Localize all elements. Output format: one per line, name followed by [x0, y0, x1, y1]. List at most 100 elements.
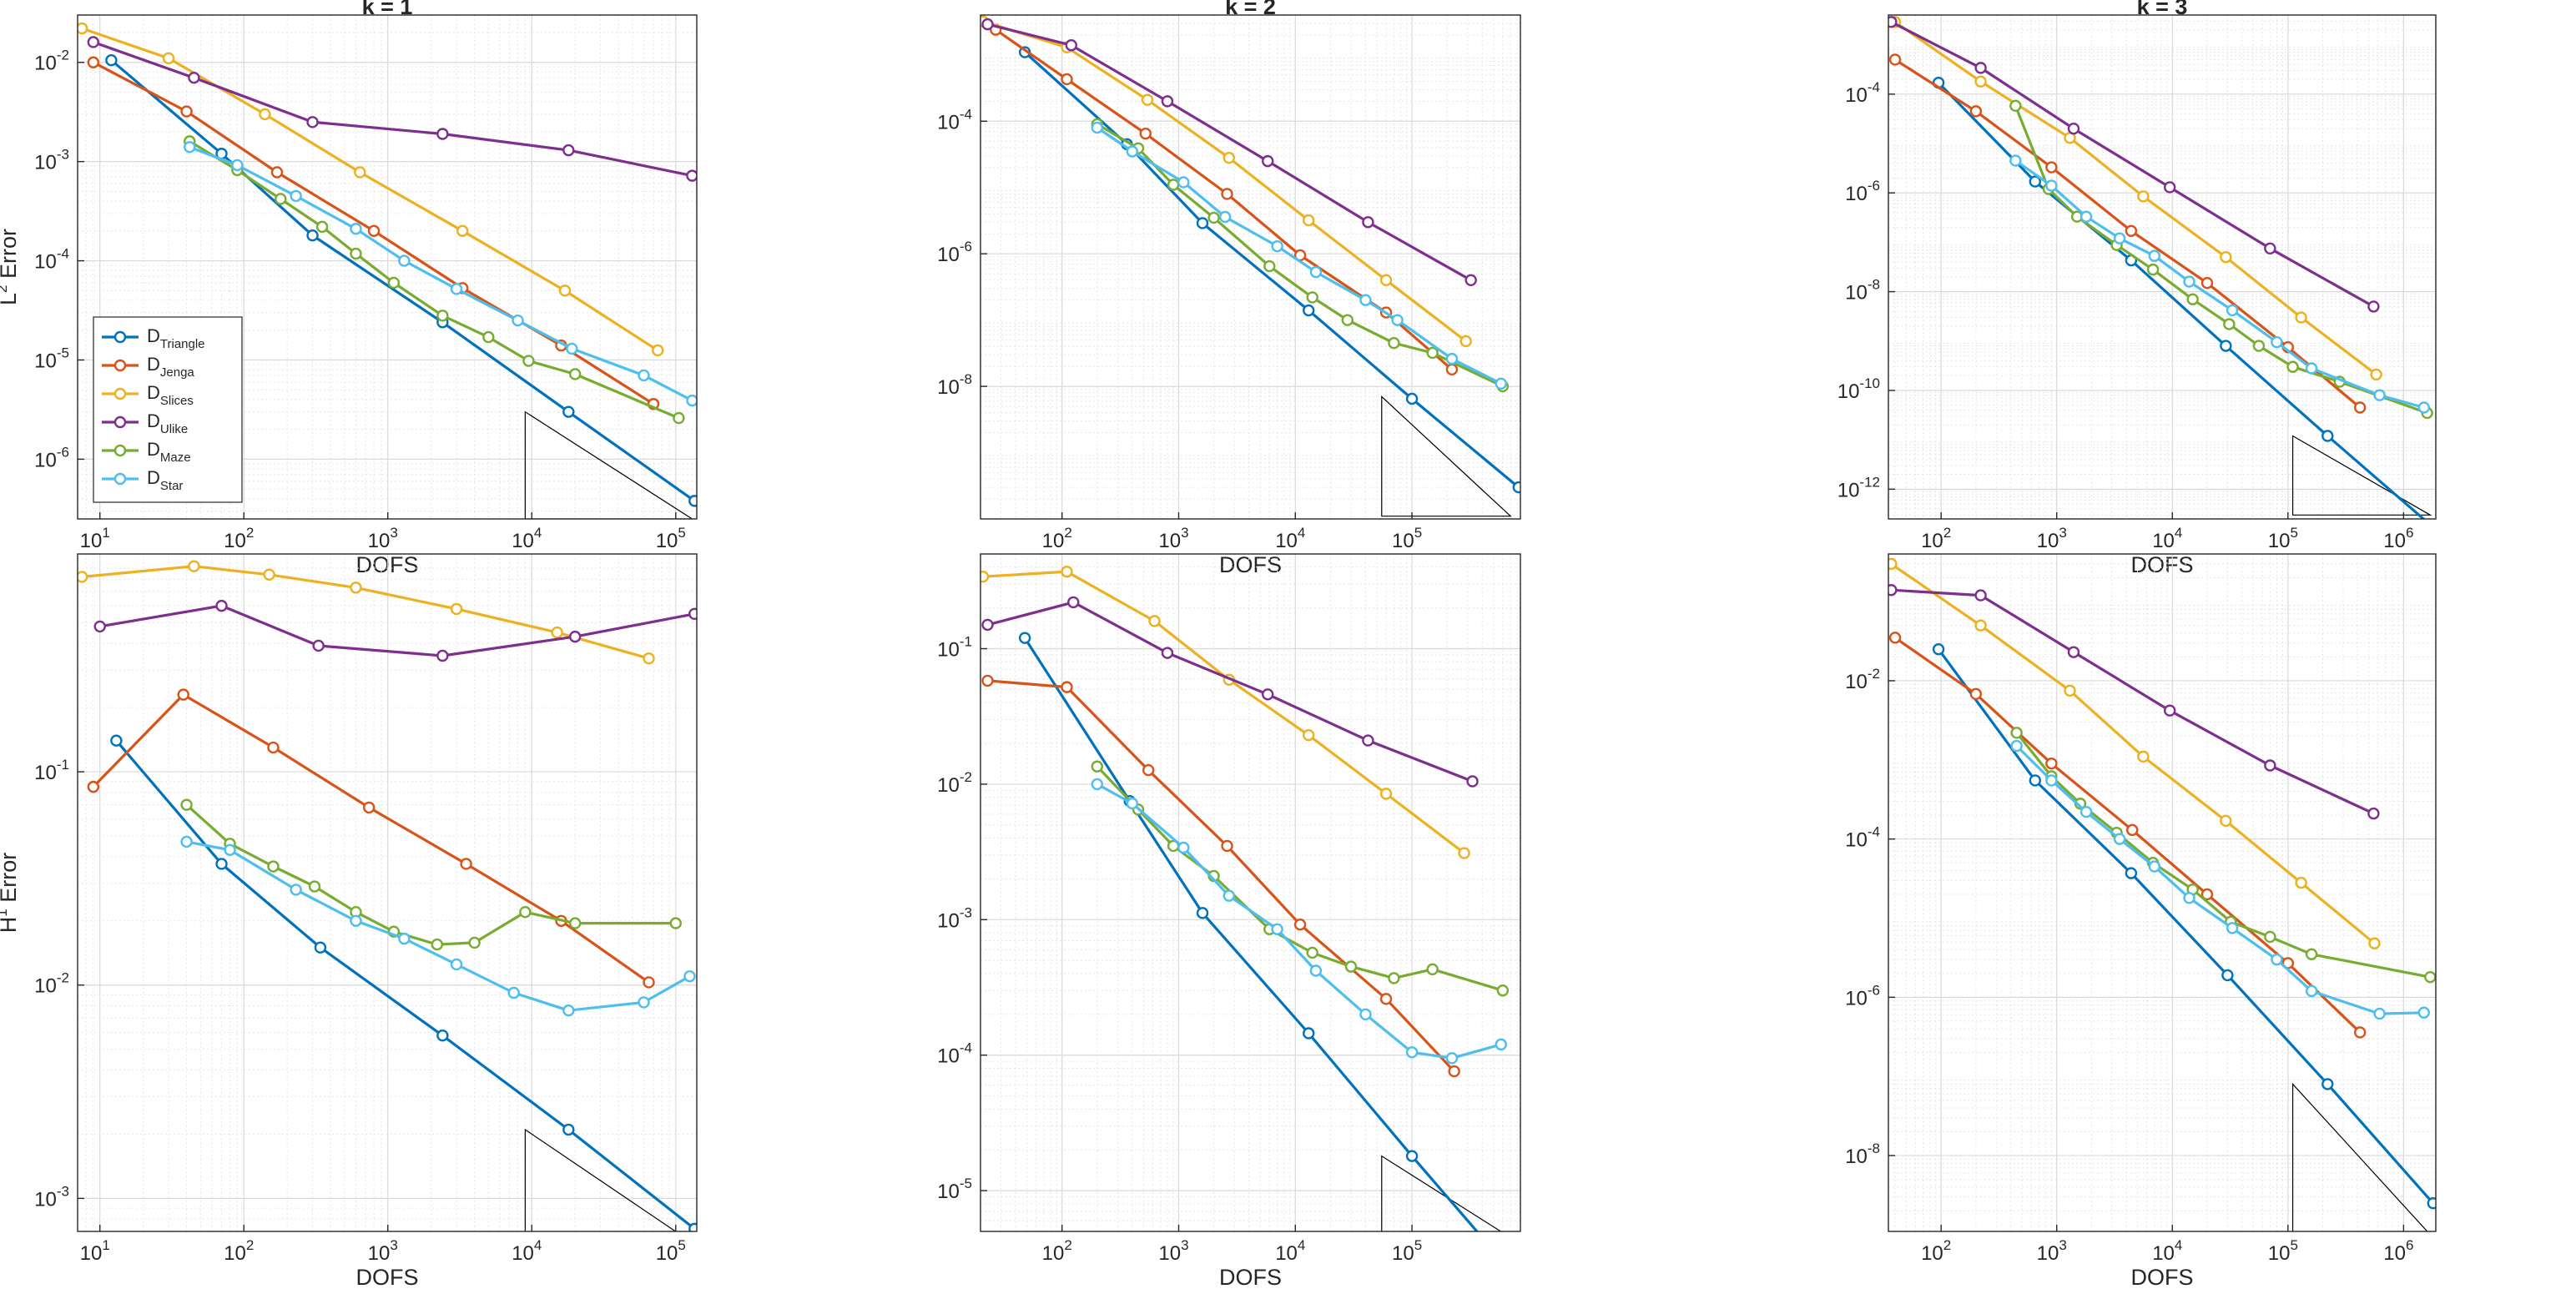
data-point [1341, 314, 1354, 326]
data-point [1888, 557, 1898, 571]
data-point [231, 159, 244, 172]
data-point [1344, 960, 1358, 973]
x-axis-label: DOFS [2130, 552, 2193, 577]
data-point [482, 330, 495, 344]
y-tick-label: 10-6 [34, 444, 69, 471]
data-point [350, 223, 362, 235]
data-point [686, 394, 697, 407]
x-tick-label: 104 [512, 525, 542, 552]
data-point [2353, 1026, 2367, 1039]
x-tick-label: 103 [368, 525, 398, 552]
data-point [1221, 188, 1233, 200]
y-tick-label: 10-3 [34, 1183, 69, 1211]
data-point [1379, 788, 1393, 800]
series-line [982, 570, 1465, 854]
data-point [1405, 392, 1419, 405]
data-point [569, 630, 582, 643]
data-point [2125, 224, 2138, 237]
data-point [2373, 1007, 2386, 1020]
x-tick-label: 104 [512, 1237, 542, 1265]
data-point [1262, 688, 1274, 701]
data-point [180, 798, 193, 811]
legend-marker [113, 472, 127, 486]
series-line [982, 20, 1467, 343]
axes-box [77, 553, 698, 1232]
data-point [1177, 176, 1190, 189]
x-tick-label: 102 [224, 1237, 254, 1265]
major-grid [1888, 554, 2436, 1231]
series-line [987, 601, 1474, 783]
data-point [450, 283, 463, 295]
data-point [1271, 239, 1283, 253]
data-point [1091, 760, 1103, 773]
x-tick-label: 106 [2383, 525, 2413, 552]
data-point [1445, 363, 1459, 376]
data-point [2183, 892, 2195, 904]
data-point [688, 607, 697, 620]
data-point [2113, 833, 2126, 845]
data-point [1303, 214, 1315, 227]
data-point [270, 166, 284, 179]
series-ulike [1888, 16, 2380, 313]
data-point [569, 917, 582, 929]
x-tick-label: 104 [2152, 1237, 2182, 1265]
y-tick-label: 10-2 [1845, 666, 1880, 693]
series-star [1091, 778, 1507, 1065]
data-point [398, 254, 411, 267]
data-point [1969, 105, 1983, 118]
data-point [1221, 839, 1233, 853]
data-point [562, 1123, 575, 1136]
data-point [1263, 259, 1276, 273]
data-point [1271, 923, 1283, 935]
data-point [436, 649, 449, 662]
y-tick-label: 10-8 [937, 371, 972, 399]
series-ulike [1888, 584, 2380, 820]
x-tick-label: 105 [2268, 1237, 2298, 1265]
data-point [1445, 1052, 1459, 1065]
data-point [669, 917, 682, 929]
major-grid [980, 554, 1520, 1231]
data-point [1303, 304, 1315, 317]
data-point [1262, 154, 1274, 168]
data-point [562, 143, 575, 157]
data-point [686, 169, 697, 182]
data-point [1018, 632, 1031, 644]
data-point [450, 602, 463, 616]
series-slices [78, 560, 655, 665]
x-tick-label: 103 [1158, 525, 1188, 552]
data-point [643, 652, 655, 665]
data-point [1196, 907, 1209, 919]
series-line [189, 140, 680, 420]
data-point [2113, 232, 2126, 244]
y-axis-label: H1 Error [0, 853, 21, 933]
data-point [2373, 389, 2386, 401]
legend-marker [113, 415, 127, 429]
series-line [81, 27, 659, 352]
data-point [2271, 953, 2283, 966]
legend-marker [113, 387, 127, 400]
data-point [87, 36, 100, 48]
y-tick-label: 10-4 [937, 106, 972, 133]
data-point [436, 310, 449, 322]
data-point [2029, 175, 2042, 188]
data-point [1426, 346, 1439, 360]
data-point [1067, 596, 1080, 609]
data-point [1459, 335, 1472, 348]
y-tick-label: 10-6 [1845, 178, 1880, 205]
data-point [569, 368, 582, 380]
data-point [1161, 647, 1174, 659]
x-tick-label: 106 [2383, 1237, 2413, 1265]
series-line [1024, 51, 1520, 489]
panel-6: 102 103 104 105 106 10-8 10-6 10-4 10-2 DOFS [1845, 553, 2437, 1290]
data-point [177, 688, 189, 701]
data-point [460, 858, 472, 870]
data-point [688, 1222, 697, 1231]
x-axis-label: DOFS [1219, 552, 1282, 577]
data-point [1061, 566, 1073, 578]
data-point [2417, 1006, 2430, 1019]
y-tick-label: 10-6 [1845, 982, 1880, 1009]
data-point [2424, 970, 2436, 984]
data-point [1495, 1038, 1507, 1051]
data-point [1426, 963, 1439, 976]
data-point [2126, 823, 2139, 837]
